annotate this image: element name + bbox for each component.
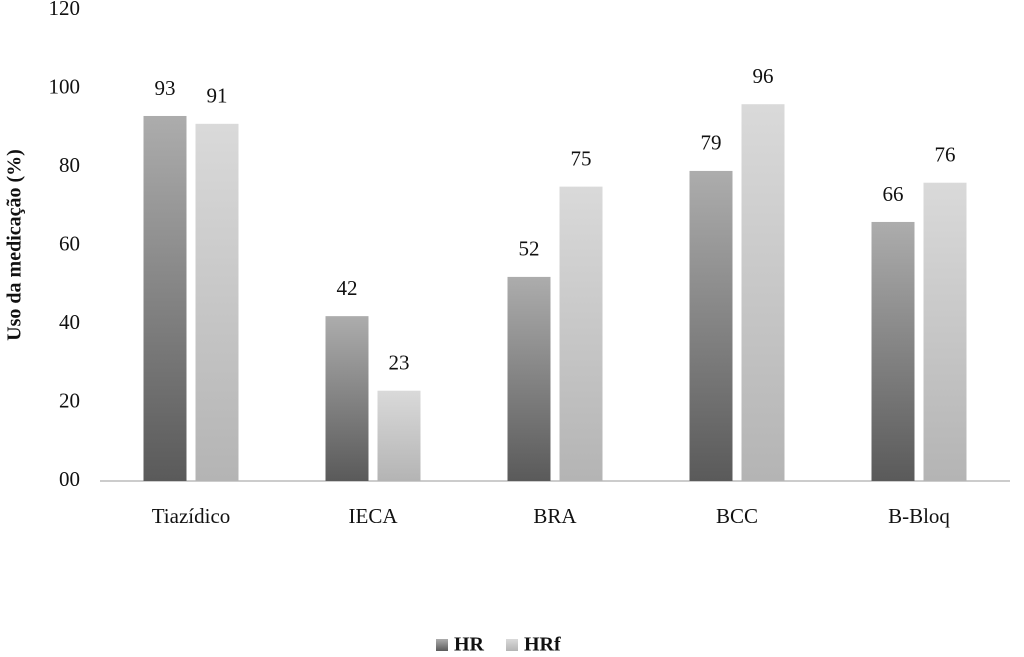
bar xyxy=(507,276,551,481)
x-tick-label: IECA xyxy=(349,504,399,528)
value-label: 75 xyxy=(571,146,592,170)
value-label: 66 xyxy=(883,182,904,206)
bar xyxy=(559,186,603,481)
value-label: 52 xyxy=(519,237,540,261)
bar xyxy=(377,390,421,481)
y-tick-label: 00 xyxy=(59,467,80,491)
bar xyxy=(741,104,785,481)
legend-label: HR xyxy=(454,634,485,656)
bar xyxy=(923,182,967,481)
value-label: 42 xyxy=(337,276,358,300)
bar xyxy=(871,221,915,481)
y-tick-label: 20 xyxy=(59,388,80,412)
bar xyxy=(689,170,733,482)
value-label: 96 xyxy=(753,64,774,88)
value-label: 91 xyxy=(207,84,228,108)
value-label: 23 xyxy=(389,351,410,375)
legend-swatch xyxy=(506,639,518,651)
x-tick-label: BCC xyxy=(716,504,758,528)
bar xyxy=(143,115,187,481)
x-tick-label: B-Bloq xyxy=(888,504,950,528)
value-label: 76 xyxy=(935,143,956,167)
bar xyxy=(325,316,369,481)
y-tick-label: 80 xyxy=(59,153,80,177)
legend-swatch xyxy=(436,639,448,651)
value-label: 93 xyxy=(155,76,176,100)
y-tick-label: 40 xyxy=(59,310,80,334)
value-label: 79 xyxy=(701,131,722,155)
y-tick-label: 120 xyxy=(49,0,81,20)
y-axis-label: Uso da medicação (%) xyxy=(4,149,26,341)
y-tick-label: 100 xyxy=(49,74,81,98)
legend-label: HRf xyxy=(524,634,561,656)
x-tick-label: BRA xyxy=(533,504,577,528)
bar xyxy=(195,123,239,481)
x-tick-label: Tiazídico xyxy=(152,504,231,528)
y-tick-label: 60 xyxy=(59,231,80,255)
